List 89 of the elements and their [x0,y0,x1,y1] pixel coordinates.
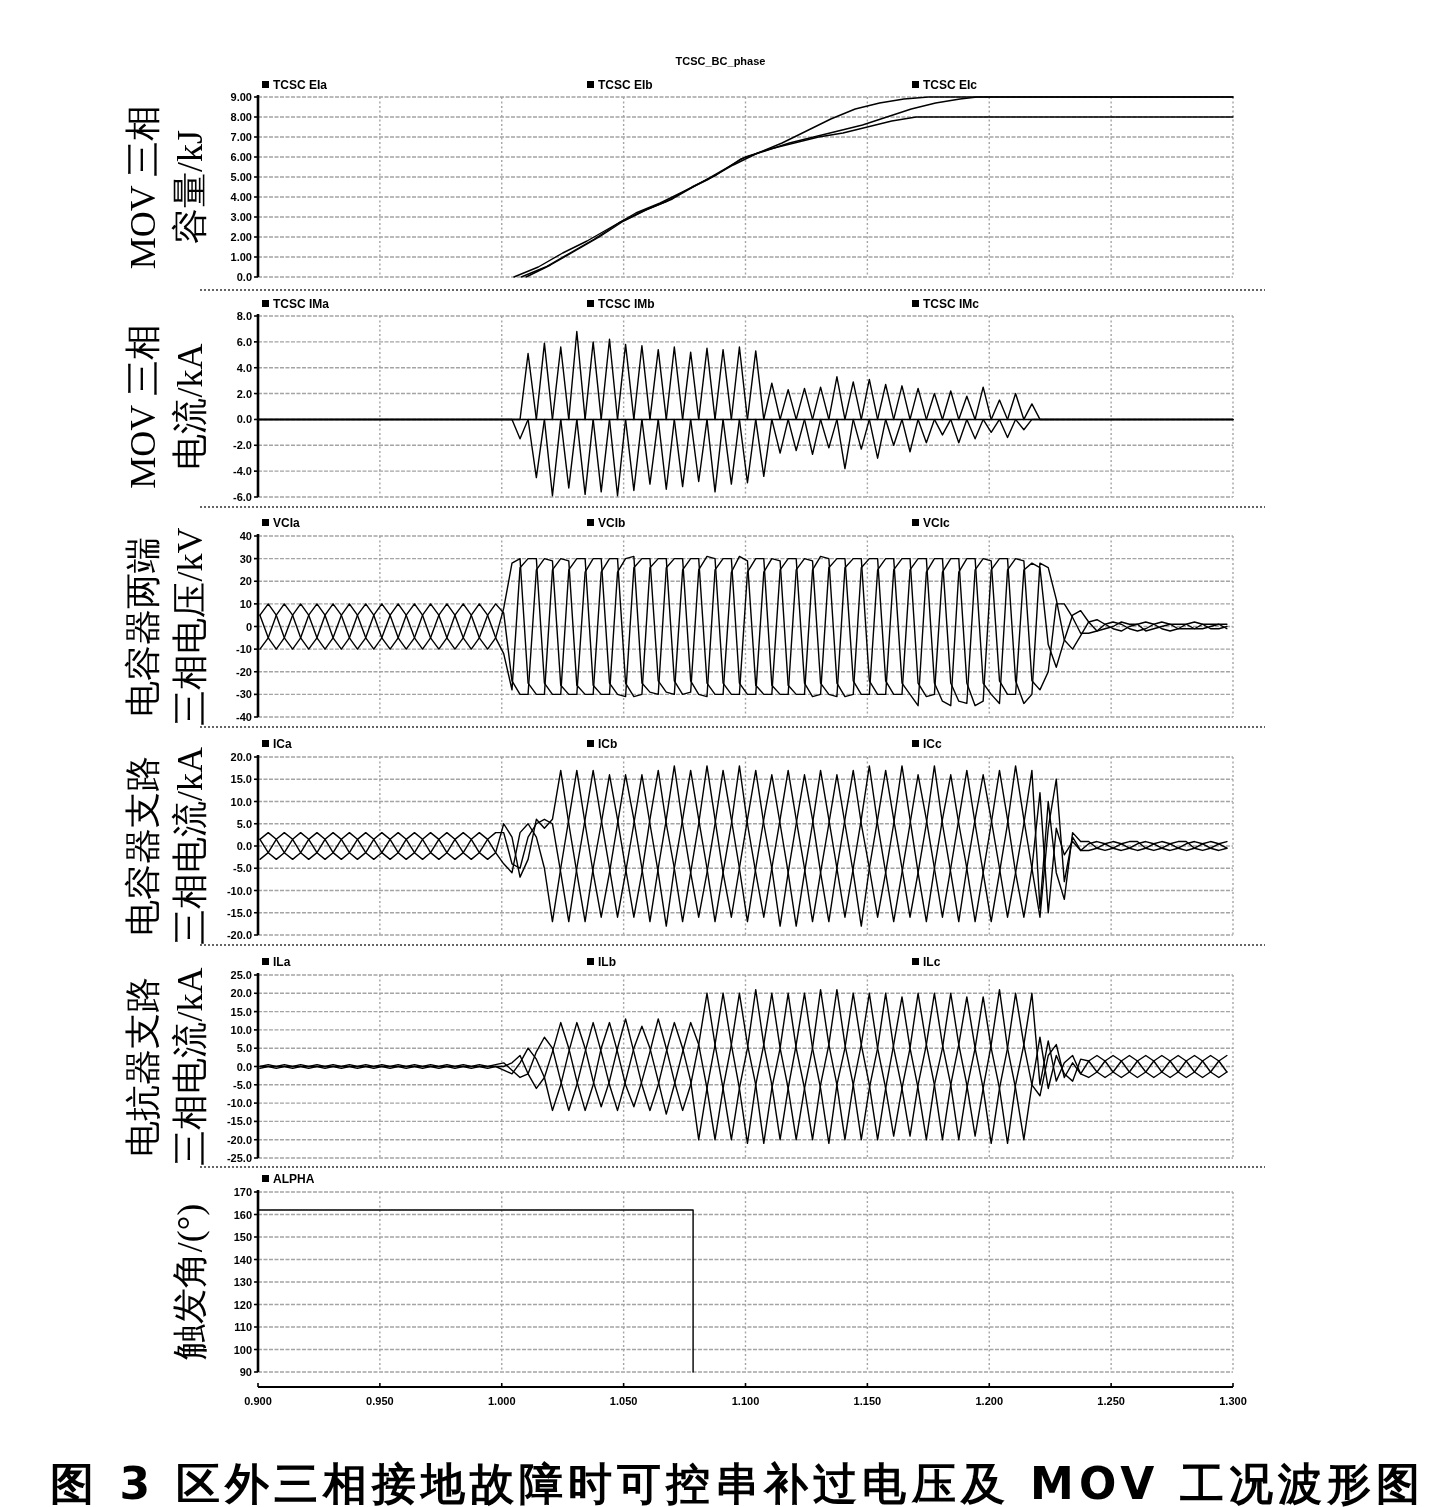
y-tick-label: 10 [239,597,252,610]
y-tick-label: -5.0 [233,862,252,875]
x-tick-label: 1.250 [1097,1395,1125,1407]
y-tick-label: 20 [239,575,252,588]
y-tick-label: 160 [233,1208,252,1221]
y-tick-label: -25.0 [226,1152,252,1164]
y-tick-label: 40 [239,530,252,542]
y-tick-label: -30 [236,688,252,701]
x-tick-label: 1.300 [1219,1395,1247,1407]
legend-label: TCSC EIb [598,78,653,92]
legend-label: ICb [598,737,618,751]
y-tick-label: 10.0 [230,795,252,808]
y-tick-label: 6.0 [236,335,252,348]
y-tick-label: 6.00 [230,151,252,163]
y-tick-label: 30 [239,552,252,565]
y-tick-label: -20.0 [226,1133,252,1146]
y-tick-label: 25.0 [230,969,252,981]
y-tick-label: 10.0 [230,1023,252,1036]
y-tick-label: 15.0 [230,773,252,786]
y-axis-title: MOV 三相电流/kA [123,324,210,489]
y-tick-label: 7.00 [230,131,252,143]
legend-label: TCSC IMa [273,297,330,311]
legend-label: VCIc [923,516,950,530]
y-axis-title: 电容器支路三相电流/kA [123,747,210,945]
y-tick-label: 8.00 [230,111,252,123]
y-tick-label: 3.00 [230,211,252,223]
y-axis-title: MOV 三相容量/kJ [123,104,210,270]
x-tick-label: 0.900 [244,1395,272,1407]
legend-label: VCIb [598,516,626,530]
y-tick-label: -10 [236,643,252,656]
y-tick-label: 2.0 [236,387,252,400]
y-tick-label: 0.0 [236,1060,252,1073]
legend-label: TCSC IMb [598,297,655,311]
y-tick-label: 0.0 [236,840,252,852]
y-tick-label: 170 [233,1186,252,1198]
y-tick-label: 120 [233,1298,252,1311]
y-tick-label: 8.0 [236,310,252,322]
x-tick-label: 1.200 [975,1395,1004,1407]
y-axis-title: 电容器两端三相电压/kV [123,527,210,726]
legend-label: ILa [273,955,291,969]
caption: 图 3 区外三相接地故障时可控串补过电压及 MOV 工况波形图 [50,1457,1420,1507]
y-tick-label: 15.0 [230,1005,252,1018]
y-tick-label: -20.0 [226,929,252,941]
y-tick-label: -15.0 [226,1115,252,1128]
y-axis-title: 触发角/(°) [170,1203,210,1361]
legend-label: ILb [598,955,616,969]
x-tick-label: 1.000 [487,1395,516,1407]
y-tick-label: 20.0 [230,751,252,763]
y-tick-label: -10.0 [226,884,252,897]
y-tick-label: -20 [236,665,252,678]
y-tick-label: 100 [233,1343,252,1356]
legend-label: ICc [923,737,942,751]
y-axis-title: 电抗器支路三相电流/kA [123,967,210,1166]
chart-title: TCSC_BC_phase [675,55,766,67]
x-tick-label: 1.100 [731,1395,760,1407]
y-tick-label: -15.0 [226,906,252,919]
x-tick-label: 1.150 [853,1395,882,1407]
legend-label: TCSC IMc [923,297,980,311]
y-tick-label: 4.0 [236,361,252,374]
legend-label: TCSC EIc [923,78,978,92]
y-tick-label: 90 [239,1366,252,1378]
y-tick-label: -5.0 [233,1078,252,1091]
y-tick-label: 0.0 [236,271,252,283]
y-tick-label: -40 [236,711,252,723]
x-tick-label: 1.050 [609,1395,638,1407]
legend-label: ALPHA [273,1172,315,1186]
y-tick-label: 130 [233,1276,252,1288]
y-tick-label: -4.0 [233,465,252,478]
y-tick-label: 0.0 [236,413,252,426]
y-tick-label: 110 [234,1321,252,1333]
y-tick-label: 150 [233,1231,252,1243]
y-tick-label: 2.00 [230,231,252,243]
y-tick-label: 4.00 [230,191,252,203]
y-tick-label: 20.0 [230,987,252,1000]
y-tick-label: 5.0 [236,817,252,830]
y-tick-label: -6.0 [233,491,252,503]
legend-label: ILc [923,955,941,969]
y-tick-label: -10.0 [226,1097,252,1110]
y-tick-label: 5.00 [230,171,252,183]
legend-label: ICa [273,737,292,751]
y-tick-label: 5.0 [236,1042,252,1055]
legend-label: TCSC EIa [273,78,328,92]
y-tick-label: 0 [245,620,252,633]
y-tick-label: 1.00 [230,251,252,263]
y-tick-label: 9.00 [230,91,252,103]
y-tick-label: 140 [233,1253,252,1266]
legend-label: VCIa [273,516,300,530]
x-tick-label: 0.950 [366,1395,394,1407]
y-tick-label: -2.0 [233,439,252,452]
